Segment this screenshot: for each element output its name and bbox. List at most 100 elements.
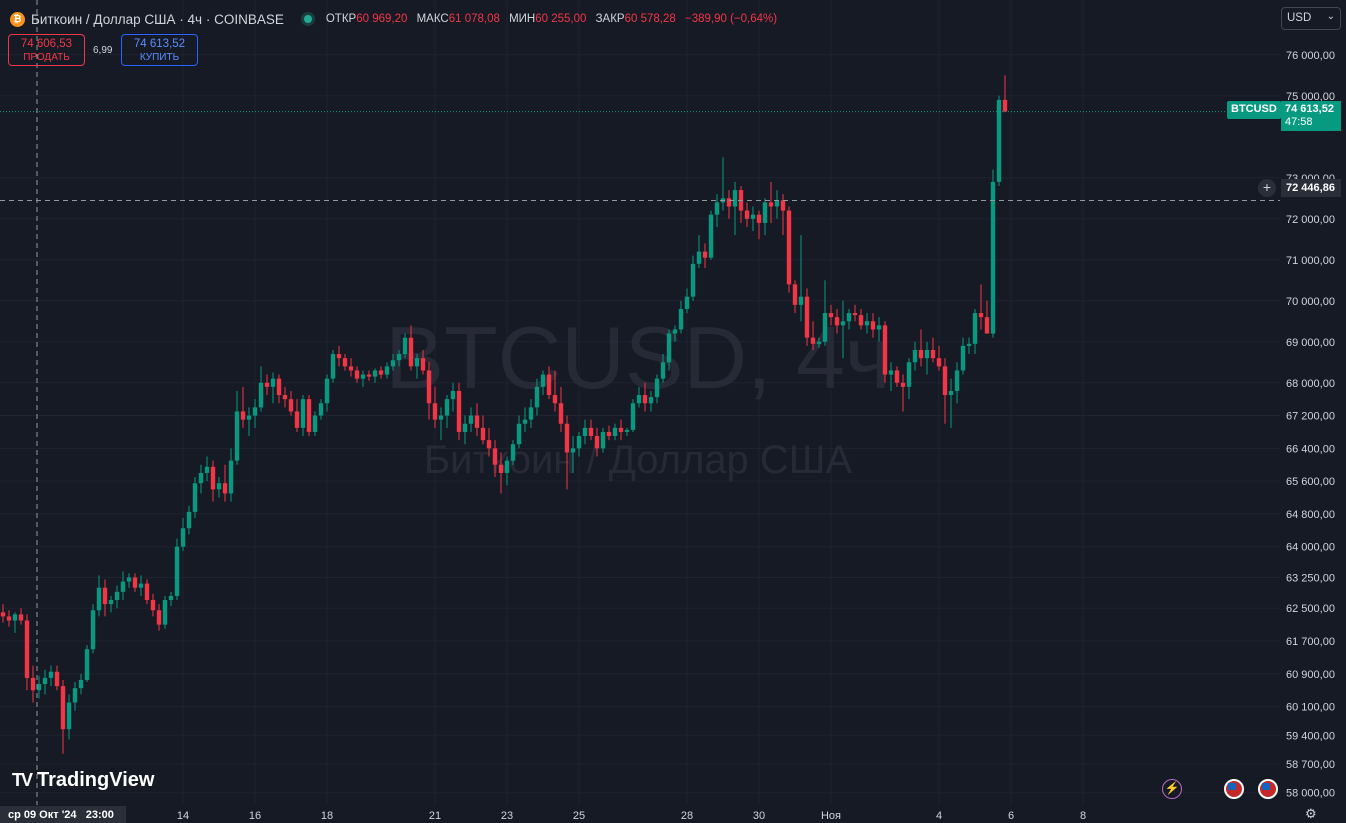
- candle-body: [54, 671, 60, 687]
- candle-body: [510, 444, 516, 461]
- candle-body: [780, 200, 786, 211]
- buy-price: 74 613,52: [133, 38, 186, 50]
- spread-value: 6,99: [93, 45, 113, 56]
- y-tick-label: 68 000,00: [1286, 378, 1335, 390]
- us-flag-icon[interactable]: [1224, 779, 1244, 799]
- candle: [834, 308, 840, 334]
- candle-body: [834, 317, 840, 326]
- candle-body: [900, 382, 906, 387]
- y-tick-label: 71 000,00: [1286, 255, 1335, 267]
- candle-body: [978, 313, 984, 318]
- candle-body: [342, 358, 348, 367]
- candle-body: [408, 337, 414, 367]
- candle: [210, 460, 216, 502]
- candle-body: [0, 612, 6, 617]
- candle: [870, 313, 876, 338]
- candle-body: [924, 349, 930, 359]
- candle-body: [474, 415, 480, 428]
- candle: [966, 337, 972, 355]
- y-tick-label: 70 000,00: [1286, 296, 1335, 308]
- tradingview-logo[interactable]: TV TradingView: [12, 769, 154, 792]
- candle: [300, 395, 306, 437]
- candle: [768, 181, 774, 223]
- candle-body: [990, 181, 996, 334]
- high-value: 61 078,08: [448, 13, 500, 25]
- candle-body: [384, 366, 390, 375]
- symbol-title[interactable]: Биткоин / Доллар США · 4ч · COINBASE: [31, 11, 284, 27]
- candle-body: [492, 448, 498, 465]
- candle: [606, 425, 612, 441]
- buy-label: КУПИТЬ: [139, 52, 180, 63]
- candle: [36, 675, 42, 699]
- candle-body: [726, 198, 732, 207]
- candle: [216, 477, 222, 498]
- buy-button[interactable]: 74 613,52 КУПИТЬ: [121, 34, 198, 66]
- candle: [954, 362, 960, 404]
- candle-body: [366, 374, 372, 377]
- candle: [792, 280, 798, 314]
- low-value: 60 255,00: [535, 13, 587, 25]
- candle: [126, 573, 132, 588]
- candle-body: [48, 671, 54, 678]
- candle-body: [450, 390, 456, 400]
- y-tick-label: 72 000,00: [1286, 214, 1335, 226]
- crosshair-date: ср 09 Окт '24: [8, 809, 77, 821]
- candle-body: [192, 483, 198, 512]
- candle-body: [114, 591, 120, 601]
- candle: [972, 308, 978, 355]
- high-label: МАКС: [416, 13, 449, 25]
- y-tick-label: 58 000,00: [1286, 788, 1335, 800]
- candle-body: [126, 577, 132, 582]
- candle-body: [750, 214, 756, 219]
- candle: [912, 341, 918, 371]
- candle: [936, 345, 942, 371]
- candle-body: [180, 528, 186, 547]
- candle-body: [630, 403, 636, 430]
- bar-countdown: 47:58: [1285, 116, 1313, 128]
- candle: [96, 575, 102, 617]
- candle: [918, 329, 924, 367]
- candle-body: [162, 600, 168, 625]
- lightning-icon[interactable]: ⚡: [1162, 779, 1182, 799]
- candle: [744, 202, 750, 227]
- candle: [504, 456, 510, 486]
- candle-body: [234, 411, 240, 461]
- candle: [228, 448, 234, 502]
- candle-body: [108, 600, 114, 605]
- candle: [222, 464, 228, 502]
- candle: [342, 354, 348, 371]
- candle: [414, 354, 420, 379]
- candle: [18, 608, 24, 625]
- candle-body: [792, 284, 798, 305]
- candle: [816, 337, 822, 348]
- time-axis[interactable]: 14 16 18 21 23 25 28 30 Ноя 4 6 8: [177, 810, 1086, 822]
- currency-select[interactable]: USD ⌄: [1281, 7, 1341, 30]
- candle: [624, 427, 630, 437]
- candle-body: [864, 321, 870, 326]
- y-tick-label: 63 250,00: [1286, 572, 1335, 584]
- candle: [648, 390, 654, 412]
- sell-button[interactable]: 74 606,53 ПРОДАТЬ: [8, 34, 85, 66]
- candle-body: [528, 407, 534, 420]
- y-tick-label: 75 000,00: [1286, 91, 1335, 103]
- candle-body: [330, 354, 336, 379]
- candle: [558, 386, 564, 432]
- candle-body: [876, 325, 882, 330]
- candle-body: [222, 483, 228, 494]
- add-alert-icon[interactable]: +: [1258, 179, 1276, 197]
- candle-body: [426, 370, 432, 404]
- gear-icon[interactable]: ⚙: [1305, 806, 1317, 821]
- candle: [336, 345, 342, 367]
- us-flag-icon-2[interactable]: [1258, 779, 1278, 799]
- candle-body: [714, 202, 720, 215]
- candle-body: [150, 600, 156, 611]
- candle-body: [516, 423, 522, 445]
- candle: [294, 399, 300, 432]
- candle-body: [996, 99, 1002, 182]
- candle-body: [462, 423, 468, 432]
- candle-body: [822, 313, 828, 342]
- candle-body: [600, 431, 606, 449]
- candle-body: [912, 349, 918, 363]
